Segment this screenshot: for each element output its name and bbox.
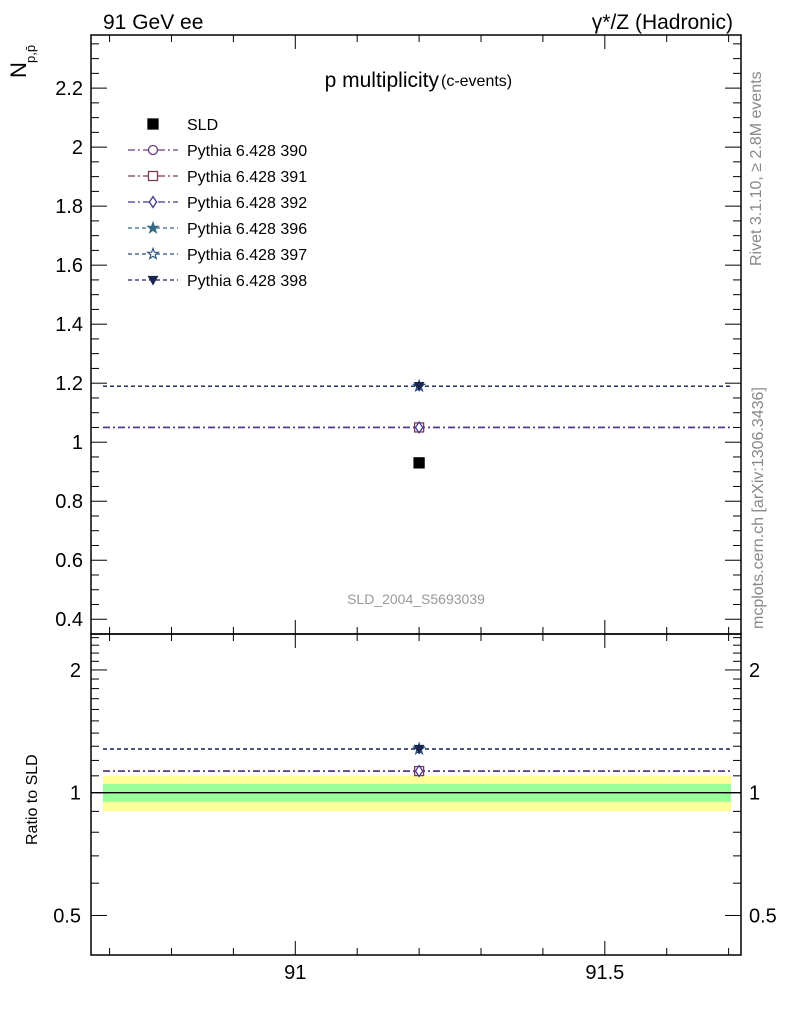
y-tick-label: 1.4 bbox=[55, 314, 83, 336]
ratio-y-tick-label-right: 2 bbox=[749, 660, 760, 682]
rivet-version: Rivet 3.1.10, ≥ 2.8M events bbox=[748, 71, 765, 266]
ratio-y-tick-label-right: 0.5 bbox=[749, 905, 777, 927]
main-plot-panel: 0.4 0.6 0.8 1 1.2 1.4 1.6 1.8 2 2.2 p multiplicit… bbox=[6, 34, 742, 635]
y-tick-label: 0.6 bbox=[55, 550, 83, 572]
ratio-y-axis-label: Ratio to SLD bbox=[24, 754, 41, 845]
y-tick-label: 0.4 bbox=[55, 609, 83, 631]
legend-label-3: Pythia 6.428 392 bbox=[187, 195, 307, 212]
plot-title: p multiplicity bbox=[325, 69, 440, 92]
data-point-6-0 bbox=[413, 381, 425, 392]
ratio-plot-panel: 0.5 0.5 1 1 2 2 91 91.5 Ratio to SLD bbox=[24, 633, 777, 984]
ratio-point-5-0 bbox=[413, 744, 425, 755]
x-tick-label: 91.5 bbox=[585, 962, 624, 984]
y-tick-label: 2 bbox=[72, 137, 83, 159]
plot-title-suffix: (c-events) bbox=[441, 73, 512, 90]
header-left: 91 GeV ee bbox=[103, 11, 203, 34]
y-tick-label: 1.6 bbox=[55, 255, 83, 277]
legend-marker-4 bbox=[146, 220, 160, 234]
y-tick-label: 1 bbox=[72, 432, 83, 454]
legend-marker-0 bbox=[147, 118, 159, 130]
legend-marker-6 bbox=[147, 275, 159, 286]
x-tick-label: 91 bbox=[284, 962, 306, 984]
y-axis-label-sub: p,p̄ bbox=[23, 45, 38, 63]
legend-label-1: Pythia 6.428 390 bbox=[187, 143, 307, 160]
ratio-y-tick-label: 0.5 bbox=[53, 905, 81, 927]
mcplots-reference: mcplots.cern.ch [arXiv:1306.3436] bbox=[750, 387, 767, 629]
legend-marker-2 bbox=[147, 170, 159, 182]
legend-marker-3 bbox=[148, 195, 158, 209]
legend-marker-1 bbox=[147, 144, 159, 156]
header-right: γ*/Z (Hadronic) bbox=[592, 11, 733, 34]
legend-label-0: SLD bbox=[187, 117, 218, 134]
legend-label-5: Pythia 6.428 397 bbox=[187, 247, 307, 264]
y-tick-label: 1.8 bbox=[55, 196, 83, 218]
ratio-point-2-0 bbox=[414, 764, 424, 778]
data-point-3-0 bbox=[414, 420, 424, 435]
ratio-y-tick-label: 1 bbox=[70, 783, 81, 805]
y-tick-label: 0.8 bbox=[55, 491, 83, 513]
y-tick-label: 1.2 bbox=[55, 373, 83, 395]
legend-label-4: Pythia 6.428 396 bbox=[187, 221, 307, 238]
legend: SLD Pythia 6.428 390 Pythia 6.428 391 Pythi… bbox=[128, 117, 307, 290]
ratio-plot-frame bbox=[90, 633, 742, 956]
legend-label-6: Pythia 6.428 398 bbox=[187, 273, 307, 290]
ratio-y-tick-label-right: 1 bbox=[749, 783, 760, 805]
ratio-y-tick-label: 2 bbox=[70, 660, 81, 682]
data-point-0-0 bbox=[413, 457, 425, 469]
y-axis-label: N p,p̄ bbox=[6, 45, 38, 78]
y-axis-label-main: N bbox=[6, 62, 31, 78]
y-tick-label: 2.2 bbox=[55, 78, 83, 100]
legend-label-2: Pythia 6.428 391 bbox=[187, 169, 307, 186]
legend-marker-5 bbox=[146, 246, 160, 260]
analysis-tag: SLD_2004_S5693039 bbox=[347, 591, 485, 607]
